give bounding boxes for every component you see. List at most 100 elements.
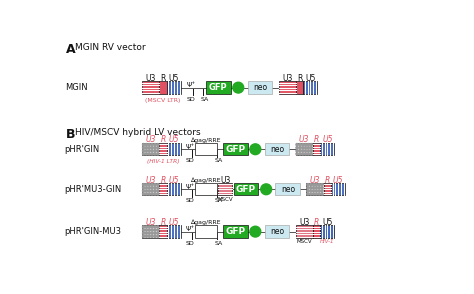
Circle shape (154, 147, 156, 149)
Circle shape (148, 183, 150, 186)
Circle shape (143, 232, 145, 234)
Text: SD: SD (186, 198, 195, 203)
Text: MGIN RV vector: MGIN RV vector (75, 43, 146, 52)
Bar (313, 143, 320, 156)
Circle shape (143, 235, 145, 237)
Bar (195, 183, 217, 196)
Circle shape (143, 150, 145, 152)
Bar (307, 183, 324, 196)
Text: SD: SD (187, 97, 195, 102)
Bar (296, 81, 303, 94)
Text: R: R (161, 136, 166, 144)
Bar (320, 225, 334, 238)
Circle shape (148, 153, 150, 155)
Circle shape (151, 193, 153, 195)
Bar (206, 81, 230, 94)
Text: neo: neo (253, 83, 267, 92)
Circle shape (148, 190, 150, 192)
Text: HIV/MSCV hybrid LV vectors: HIV/MSCV hybrid LV vectors (75, 128, 201, 138)
Text: SD: SD (186, 241, 195, 246)
Text: ∆gag/RRE: ∆gag/RRE (191, 137, 221, 143)
Circle shape (146, 183, 147, 186)
Text: R: R (325, 176, 330, 185)
Circle shape (151, 143, 153, 146)
Circle shape (318, 183, 320, 186)
Circle shape (146, 229, 147, 231)
Circle shape (250, 144, 261, 155)
Text: MGIN: MGIN (64, 83, 87, 92)
Circle shape (310, 143, 312, 146)
Bar (247, 81, 273, 94)
Text: HIV-1: HIV-1 (320, 239, 335, 244)
Text: U3: U3 (299, 136, 310, 144)
Text: SA: SA (201, 97, 209, 102)
Circle shape (321, 193, 323, 195)
Circle shape (296, 147, 298, 149)
Circle shape (151, 190, 153, 192)
Circle shape (148, 229, 150, 231)
Circle shape (148, 143, 150, 146)
Circle shape (154, 226, 156, 228)
Circle shape (148, 147, 150, 149)
Text: SD: SD (186, 158, 195, 163)
Circle shape (301, 143, 304, 146)
Circle shape (154, 150, 156, 152)
Circle shape (301, 153, 304, 155)
Circle shape (157, 153, 159, 155)
Bar (324, 183, 331, 196)
Circle shape (143, 190, 145, 192)
Text: MSCV: MSCV (296, 239, 312, 244)
Circle shape (261, 184, 272, 195)
Bar (296, 225, 313, 238)
Circle shape (310, 153, 312, 155)
Circle shape (299, 143, 301, 146)
Bar (275, 183, 300, 196)
Text: neo: neo (270, 227, 284, 236)
Circle shape (310, 190, 312, 192)
Circle shape (154, 193, 156, 195)
Circle shape (318, 187, 320, 189)
Text: U3: U3 (220, 176, 230, 185)
Text: Ψ⁺: Ψ⁺ (186, 144, 195, 150)
Circle shape (143, 226, 145, 228)
Text: GFP: GFP (225, 145, 245, 154)
Bar (142, 143, 159, 156)
Circle shape (157, 229, 159, 231)
Circle shape (310, 147, 312, 149)
Text: R: R (314, 218, 319, 227)
Circle shape (154, 153, 156, 155)
Circle shape (307, 150, 310, 152)
Circle shape (310, 193, 312, 195)
Text: U5: U5 (169, 136, 179, 144)
Text: U5: U5 (333, 176, 344, 185)
Bar (320, 143, 334, 156)
Circle shape (143, 187, 145, 189)
Circle shape (146, 226, 147, 228)
Circle shape (312, 193, 315, 195)
Circle shape (146, 147, 147, 149)
Bar (195, 225, 217, 238)
Text: Ψ⁺: Ψ⁺ (186, 226, 195, 232)
Text: pHR'GIN-MU3: pHR'GIN-MU3 (64, 227, 122, 236)
Circle shape (299, 147, 301, 149)
Bar (167, 81, 181, 94)
Circle shape (296, 153, 298, 155)
Bar (142, 81, 159, 94)
Bar (167, 183, 181, 196)
Text: R: R (161, 176, 166, 185)
Circle shape (307, 187, 309, 189)
Circle shape (157, 187, 159, 189)
Circle shape (299, 150, 301, 152)
Text: (MSCV LTR): (MSCV LTR) (146, 98, 181, 103)
Circle shape (304, 153, 307, 155)
Text: SA: SA (215, 158, 223, 163)
Circle shape (143, 143, 145, 146)
Circle shape (148, 235, 150, 237)
Text: neo: neo (270, 145, 284, 154)
Circle shape (304, 143, 307, 146)
Text: U5: U5 (322, 136, 333, 144)
Text: SA: SA (215, 241, 223, 246)
Circle shape (146, 187, 147, 189)
Circle shape (146, 150, 147, 152)
Circle shape (143, 193, 145, 195)
